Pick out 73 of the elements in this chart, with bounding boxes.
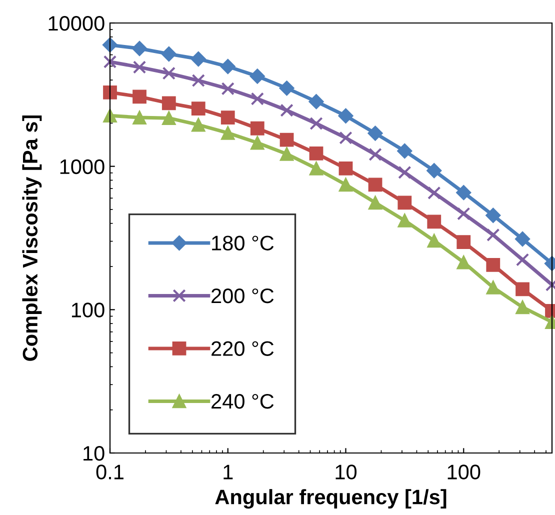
point xyxy=(456,185,472,200)
point xyxy=(103,85,117,100)
point xyxy=(161,46,176,62)
point xyxy=(132,40,148,56)
legend-label: 220 °C xyxy=(212,341,274,356)
point xyxy=(368,126,383,141)
point xyxy=(397,143,412,159)
point xyxy=(250,68,265,84)
x-tick-label: 1 xyxy=(224,464,233,480)
point xyxy=(428,186,441,200)
point xyxy=(368,196,382,210)
point xyxy=(457,207,470,220)
point xyxy=(162,96,176,110)
point xyxy=(368,148,382,162)
point xyxy=(308,94,324,110)
point xyxy=(220,110,235,124)
point xyxy=(162,111,176,126)
point xyxy=(456,235,471,250)
y-tick-label: 10 xyxy=(84,446,104,461)
point xyxy=(516,282,530,296)
point xyxy=(221,82,234,96)
point xyxy=(486,208,501,223)
point xyxy=(427,234,442,248)
y-axis-title: Complex Viscosity [Pa s] xyxy=(22,115,42,361)
point xyxy=(280,147,294,161)
point xyxy=(368,178,382,192)
point xyxy=(398,214,412,228)
point xyxy=(250,92,264,106)
point xyxy=(338,162,353,176)
point xyxy=(398,196,412,210)
point xyxy=(309,146,324,160)
point xyxy=(426,163,442,178)
point xyxy=(250,136,264,150)
point xyxy=(103,55,117,68)
y-tick-label: 100 xyxy=(72,302,104,318)
point xyxy=(220,126,235,140)
legend-label: 180 °C xyxy=(212,236,274,250)
point xyxy=(427,214,442,229)
point xyxy=(102,37,118,53)
y-tick-label: 10000 xyxy=(48,16,104,31)
point xyxy=(162,66,176,80)
point xyxy=(191,102,206,116)
point xyxy=(514,231,530,247)
point xyxy=(280,104,294,117)
point xyxy=(456,255,471,270)
point xyxy=(280,132,294,147)
legend-label: 200 °C xyxy=(212,288,274,304)
point xyxy=(132,110,146,124)
point xyxy=(309,162,324,176)
point xyxy=(486,258,500,272)
y-tick-label: 1000 xyxy=(60,159,104,174)
x-axis-title: Angular frequency [1/s] xyxy=(215,489,446,509)
x-tick-label: 0.1 xyxy=(96,464,124,480)
x-tick-label: 10 xyxy=(336,464,357,480)
point xyxy=(310,116,323,130)
point xyxy=(486,280,500,294)
x-tick-label: 100 xyxy=(448,464,480,480)
point xyxy=(516,253,530,266)
point xyxy=(398,166,412,180)
point xyxy=(220,58,236,74)
point xyxy=(516,300,530,314)
point xyxy=(339,131,352,144)
point xyxy=(250,121,264,136)
point xyxy=(486,228,500,242)
point xyxy=(279,80,294,96)
point xyxy=(132,60,146,74)
point xyxy=(190,51,206,67)
point xyxy=(192,74,205,88)
point xyxy=(338,108,354,124)
legend-label: 240 °C xyxy=(212,394,274,409)
point xyxy=(338,178,353,192)
point xyxy=(191,118,206,132)
point xyxy=(132,90,146,104)
